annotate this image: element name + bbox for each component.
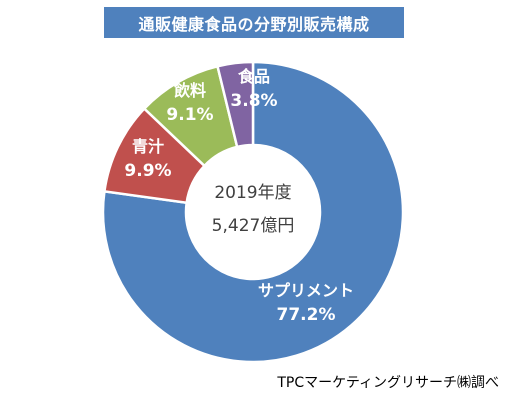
slice-name-0: サプリメント xyxy=(258,281,354,300)
slice-value-1: 9.9% xyxy=(124,161,171,181)
center-label-total: 5,427億円 xyxy=(212,216,295,236)
source-note: TPCマーケティングリサーチ㈱調べ xyxy=(277,375,499,391)
slice-name-3: 食品 xyxy=(237,67,270,86)
slice-labels: サプリメント 77.2% 青汁 9.9% 飲料 9.1% 食品 3.8% xyxy=(124,67,354,325)
slice-value-2: 9.1% xyxy=(166,105,213,125)
label-supplement: サプリメント 77.2% xyxy=(258,281,354,325)
chart-title: 通販健康食品の分野別販売構成 xyxy=(104,7,404,38)
label-inryo: 飲料 9.1% xyxy=(166,81,213,125)
slice-name-1: 青汁 xyxy=(132,137,164,156)
slice-name-2: 飲料 xyxy=(173,81,206,100)
label-aojiru: 青汁 9.9% xyxy=(124,137,171,181)
slice-value-0: 77.2% xyxy=(277,305,336,325)
donut-hole xyxy=(186,145,320,279)
center-label-year: 2019年度 xyxy=(214,183,291,203)
slice-value-3: 3.8% xyxy=(230,91,277,111)
donut-slices xyxy=(101,60,405,364)
label-shokuhin: 食品 3.8% xyxy=(230,67,277,111)
